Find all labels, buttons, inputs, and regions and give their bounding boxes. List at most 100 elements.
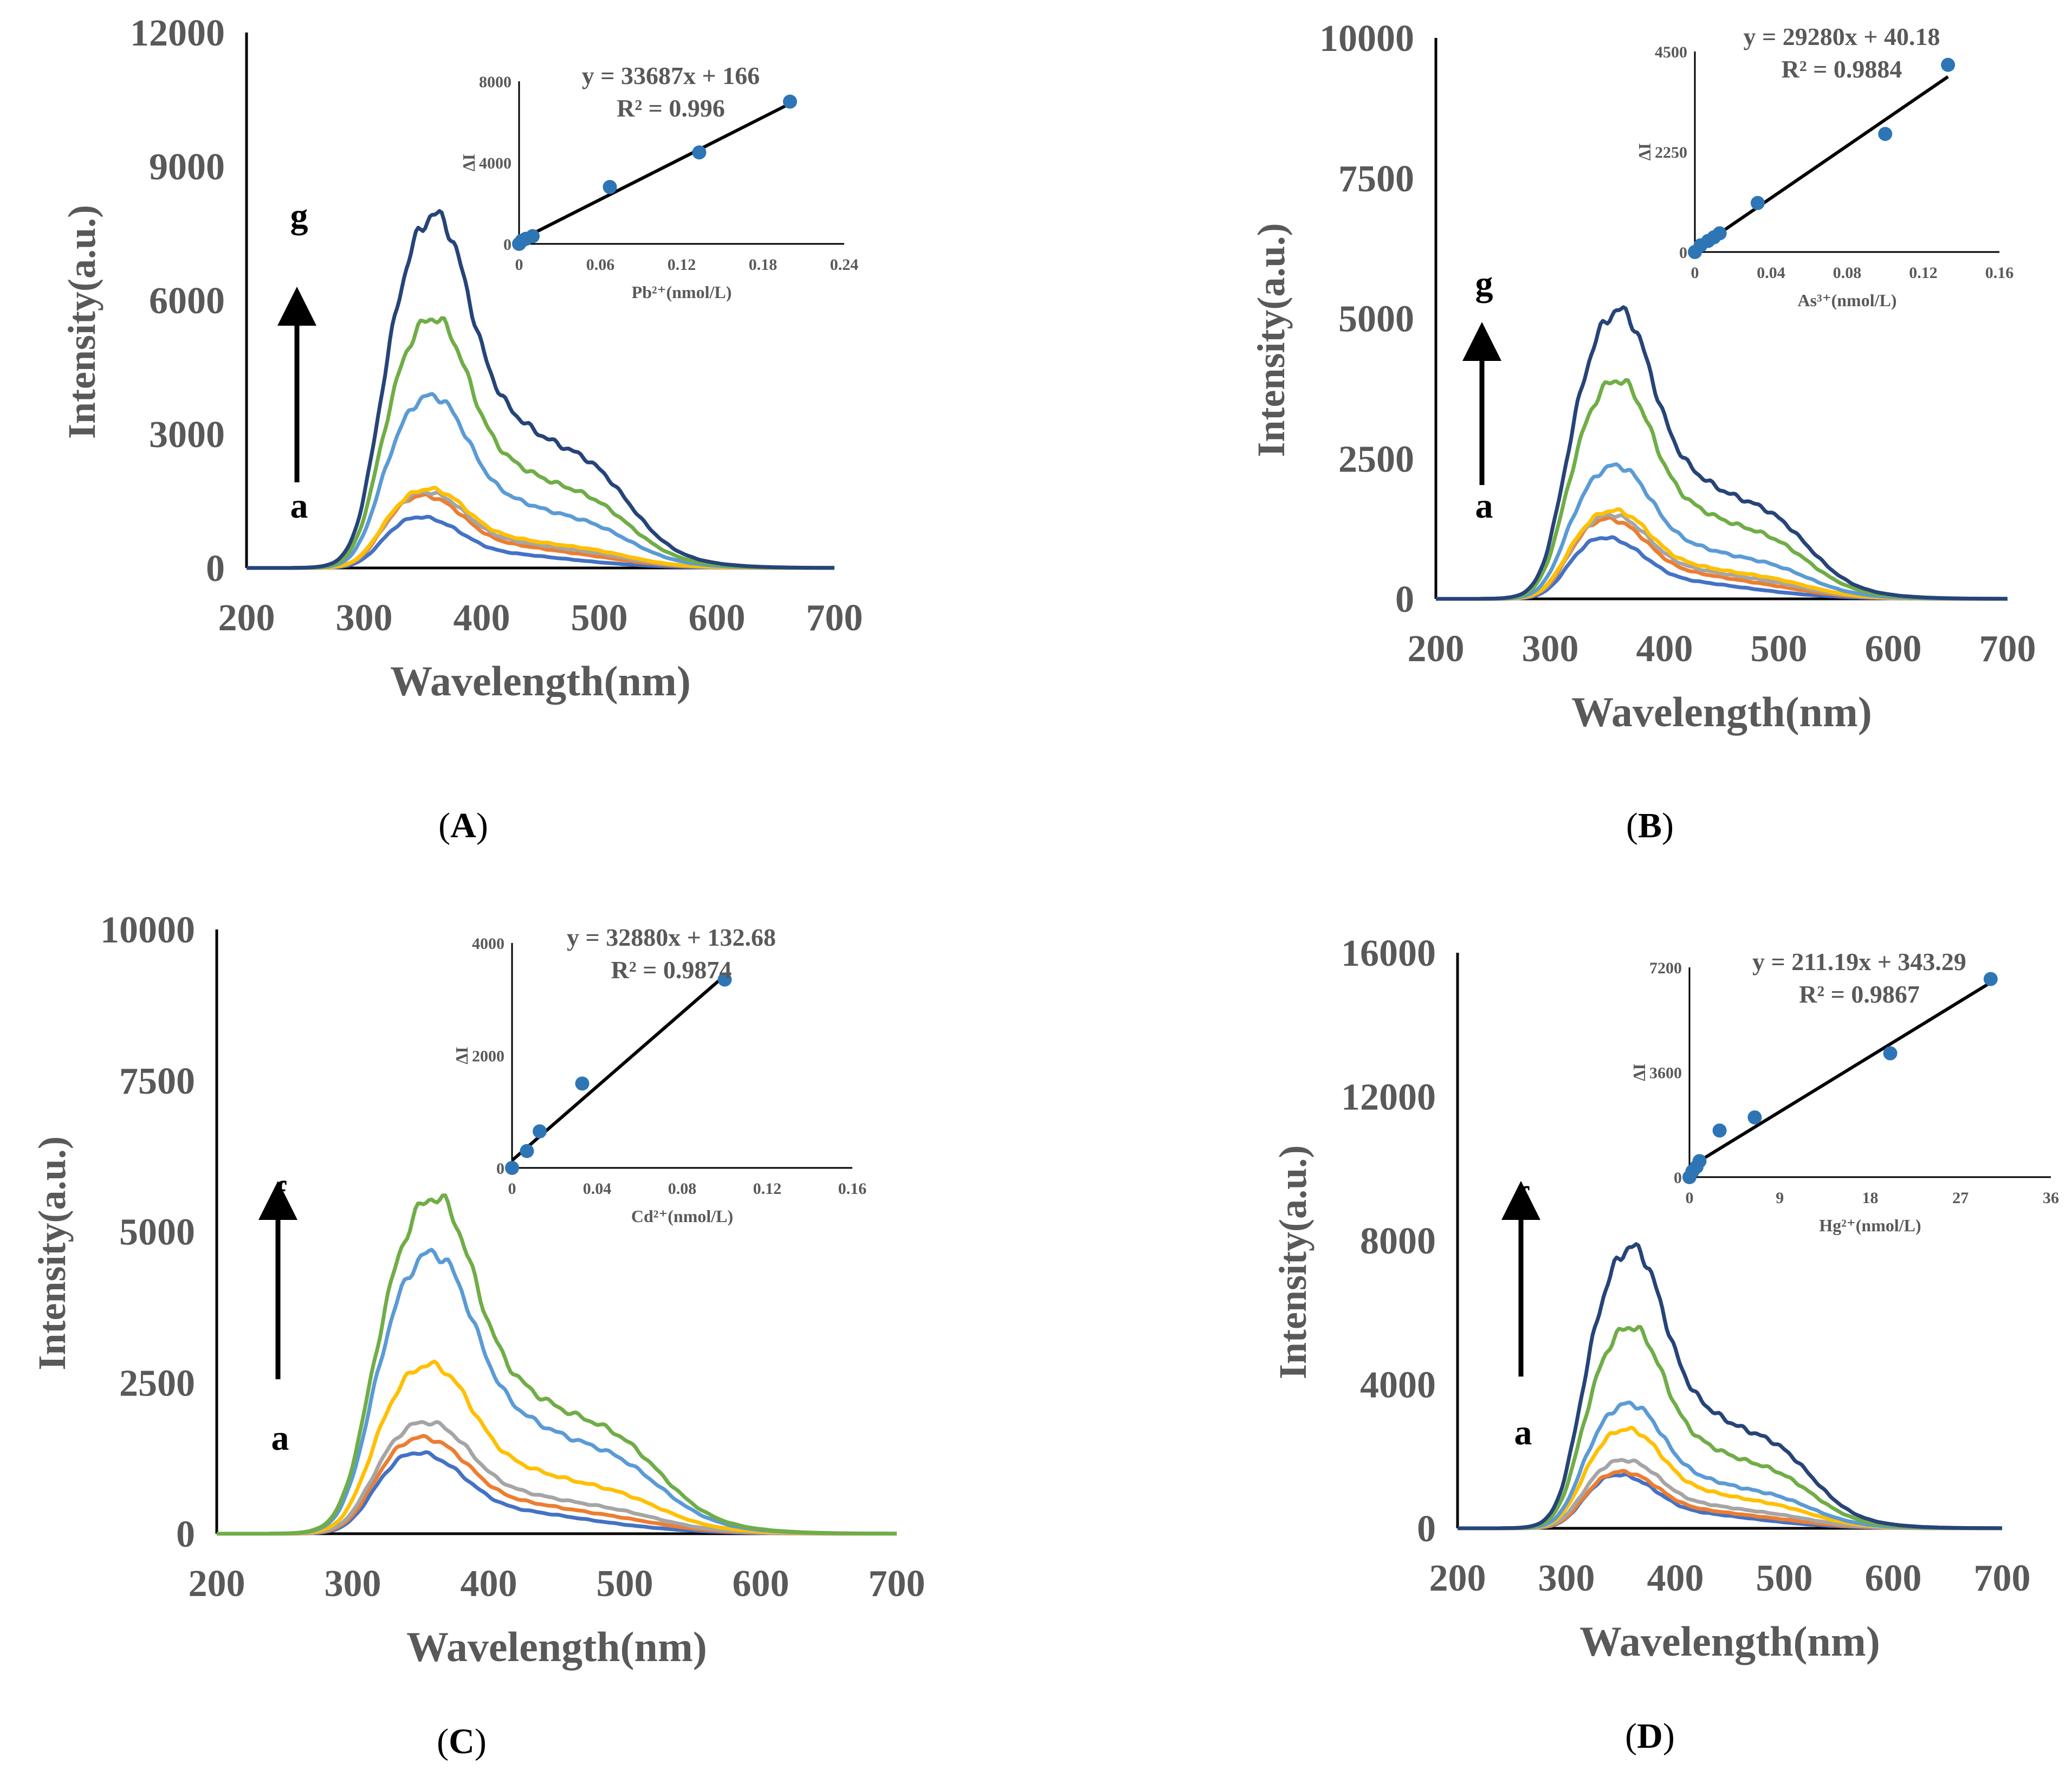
y-tick-label: 16000 xyxy=(1341,933,1436,974)
spectrum-line-g xyxy=(247,209,835,570)
inset-y-tick-label: 4000 xyxy=(479,154,511,172)
inset-fit-line xyxy=(518,102,791,242)
caption-letter: D xyxy=(1637,1716,1663,1756)
inset-y-axis-label: ΔI xyxy=(1635,143,1654,161)
caption-paren-open: ( xyxy=(1625,1716,1637,1756)
inset-y-tick-label: 2000 xyxy=(472,1048,504,1065)
y-tick-label: 10000 xyxy=(1319,18,1414,60)
caption-letter: B xyxy=(1638,806,1662,845)
inset-equation: y = 32880x + 132.68 xyxy=(567,923,776,951)
panel-caption: (C) xyxy=(437,1722,487,1761)
inset-data-point xyxy=(1983,972,1998,986)
arrow-top-label: g xyxy=(1475,264,1493,303)
caption-letter: C xyxy=(449,1722,475,1761)
x-tick-label: 200 xyxy=(189,1563,245,1605)
caption-paren-close: ) xyxy=(475,1722,487,1761)
arrow-top-label: f xyxy=(1517,1180,1530,1219)
x-axis-label: Wavelength(nm) xyxy=(390,657,691,705)
x-tick-label: 300 xyxy=(1522,628,1579,670)
inset-y-tick-label: 0 xyxy=(1674,1169,1682,1187)
y-tick-label: 0 xyxy=(206,548,225,590)
inset-data-point xyxy=(692,145,707,160)
inset-data-point xyxy=(1712,226,1727,241)
inset-r-squared: R² = 0.9867 xyxy=(1799,980,1920,1008)
y-tick-label: 0 xyxy=(176,1514,195,1555)
caption-paren-close: ) xyxy=(476,806,488,845)
x-tick-label: 200 xyxy=(1429,1558,1486,1599)
spectrum-line-b xyxy=(1458,1469,2002,1530)
inset-y-tick-label: 2250 xyxy=(1655,144,1687,161)
inset-x-tick-label: 0.16 xyxy=(1985,264,2014,282)
y-tick-label: 4000 xyxy=(1360,1365,1436,1406)
y-tick-label: 0 xyxy=(1395,579,1414,621)
inset-data-point xyxy=(717,972,732,987)
panel-caption: (A) xyxy=(438,806,488,845)
panel-D: 200 300 400 500 600 700 0 4000 8000 12000 16000 Wav… xyxy=(1271,933,2059,1756)
y-tick-label: 3000 xyxy=(149,414,225,456)
inset-equation: y = 211.19x + 343.29 xyxy=(1752,948,1966,976)
inset-chart: 0 0.06 0.12 0.18 0.24 0 4000 8000 Pb²⁺(nmol/L) ΔI… xyxy=(459,62,858,302)
inset-y-tick-label: 0 xyxy=(1679,244,1687,262)
inset-x-tick-label: 27 xyxy=(1952,1189,1969,1207)
x-tick-label: 600 xyxy=(733,1563,789,1605)
y-axis-label: Intensity(a.u.) xyxy=(30,1136,74,1370)
x-tick-label: 300 xyxy=(1538,1558,1595,1599)
x-tick-label: 600 xyxy=(1865,1558,1922,1599)
inset-chart: 0 0.04 0.08 0.12 0.16 0 2250 4500 As³⁺(nmol/L) ΔI… xyxy=(1635,23,2013,310)
inset-chart: 0 9 18 27 36 0 3600 7200 Hg²⁺(nmol/L) ΔI y = 211.1… xyxy=(1629,948,2059,1235)
x-axis-label: Wavelength(nm) xyxy=(1571,688,1872,735)
inset-x-tick-label: 9 xyxy=(1776,1189,1784,1207)
inset-data-point xyxy=(575,1076,590,1091)
inset-x-tick-label: 0.08 xyxy=(1833,264,1862,282)
inset-equation: y = 33687x + 166 xyxy=(582,62,760,89)
x-tick-label: 400 xyxy=(1647,1558,1704,1599)
inset-x-tick-label: 0.04 xyxy=(1757,264,1785,282)
inset-data-point xyxy=(1941,57,1956,72)
arrow-bottom-label: a xyxy=(290,486,308,526)
spectrum-line-g xyxy=(1458,1242,2002,1530)
x-tick-label: 500 xyxy=(1756,1558,1813,1599)
inset-fit-line xyxy=(511,974,726,1162)
inset-x-tick-label: 0.24 xyxy=(830,256,859,274)
spectrum-line-b xyxy=(217,1433,897,1536)
arrow-top-label: g xyxy=(290,196,308,236)
caption-letter: A xyxy=(450,806,476,845)
spectrum-line-g xyxy=(1436,305,2008,601)
inset-y-tick-label: 3600 xyxy=(1649,1064,1682,1082)
inset-y-axis-label: ΔI xyxy=(452,1046,471,1064)
inset-data-point xyxy=(520,1144,534,1158)
x-tick-label: 700 xyxy=(869,1563,925,1605)
inset-x-axis-label: Pb²⁺(nmol/L) xyxy=(632,282,732,302)
inset-y-tick-label: 7200 xyxy=(1649,959,1682,977)
inset-data-point xyxy=(1712,1123,1727,1138)
spectrum-line-f xyxy=(217,1193,897,1536)
inset-data-point xyxy=(505,1161,519,1175)
x-tick-label: 700 xyxy=(806,597,863,639)
x-tick-label: 300 xyxy=(336,597,393,639)
y-axis-label: Intensity(a.u.) xyxy=(1249,223,1293,457)
x-tick-label: 600 xyxy=(1865,628,1922,670)
x-tick-label: 200 xyxy=(218,597,275,639)
arrow-bottom-label: a xyxy=(1475,486,1493,526)
x-tick-label: 200 xyxy=(1408,628,1465,670)
y-tick-label: 12000 xyxy=(1341,1077,1436,1119)
panel-caption: (B) xyxy=(1626,806,1674,845)
inset-x-tick-label: 0 xyxy=(515,256,523,274)
inset-data-point xyxy=(1750,196,1765,210)
inset-y-tick-label: 8000 xyxy=(479,73,511,91)
inset-equation: y = 29280x + 40.18 xyxy=(1744,23,1940,50)
y-axis-label: Intensity(a.u.) xyxy=(1271,1145,1315,1379)
spectrum-line-c xyxy=(1458,1458,2002,1530)
inset-x-tick-label: 0.18 xyxy=(749,256,778,274)
y-tick-label: 9000 xyxy=(149,146,225,188)
inset-x-axis-label: Cd²⁺(nmol/L) xyxy=(631,1206,733,1226)
inset-fit-line xyxy=(1688,981,1992,1169)
inset-x-tick-label: 0.16 xyxy=(838,1180,867,1198)
inset-y-tick-label: 0 xyxy=(503,236,511,254)
inset-x-tick-label: 18 xyxy=(1862,1189,1879,1207)
caption-paren-open: ( xyxy=(437,1722,449,1761)
inset-data-point xyxy=(526,229,540,243)
y-tick-label: 12000 xyxy=(130,12,225,54)
inset-x-tick-label: 0.12 xyxy=(668,256,696,274)
inset-y-tick-label: 0 xyxy=(496,1160,504,1178)
